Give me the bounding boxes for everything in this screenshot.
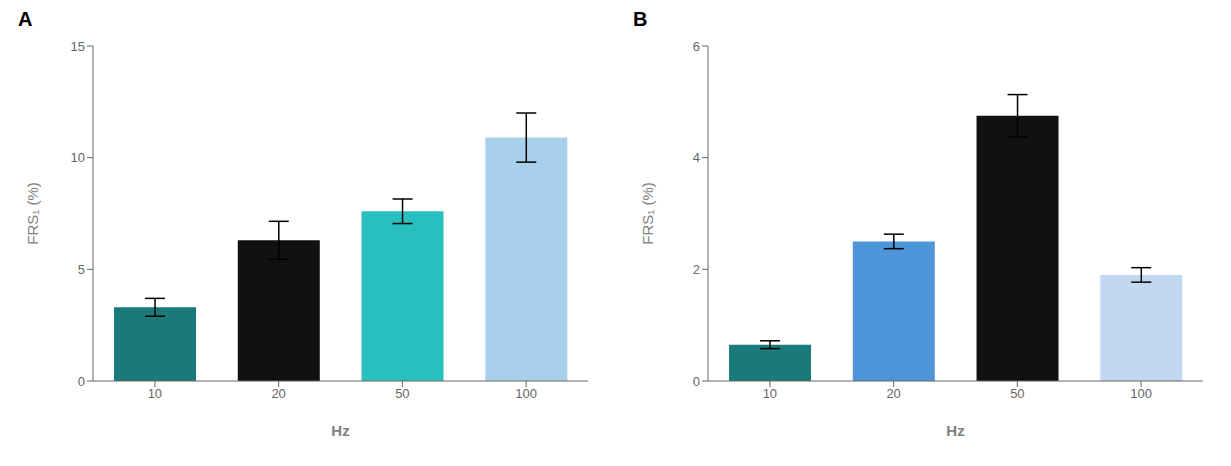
svg-text:50: 50: [395, 386, 409, 401]
svg-text:6: 6: [693, 39, 700, 54]
svg-text:10: 10: [71, 150, 85, 165]
svg-text:Hz: Hz: [331, 422, 349, 439]
svg-text:100: 100: [515, 386, 537, 401]
html-text:B: B: [633, 8, 648, 30]
html-text:A: A: [18, 8, 33, 30]
svg-text:15: 15: [71, 39, 85, 54]
svg-text:4: 4: [693, 150, 700, 165]
svg-text:10: 10: [148, 386, 162, 401]
svg-text:Hz: Hz: [946, 422, 964, 439]
svg-text:20: 20: [271, 386, 285, 401]
svg-text:2: 2: [693, 262, 700, 277]
svg-text:5: 5: [78, 262, 85, 277]
svg-text:0: 0: [693, 374, 700, 389]
svg-text:10: 10: [763, 386, 777, 401]
svg-text:FRS₁ (%): FRS₁ (%): [24, 182, 41, 245]
svg-text:0: 0: [78, 374, 85, 389]
svg-text:20: 20: [886, 386, 900, 401]
svg-text:FRS₁ (%): FRS₁ (%): [639, 182, 656, 245]
svg-text:50: 50: [1010, 386, 1024, 401]
svg-text:100: 100: [1130, 386, 1152, 401]
